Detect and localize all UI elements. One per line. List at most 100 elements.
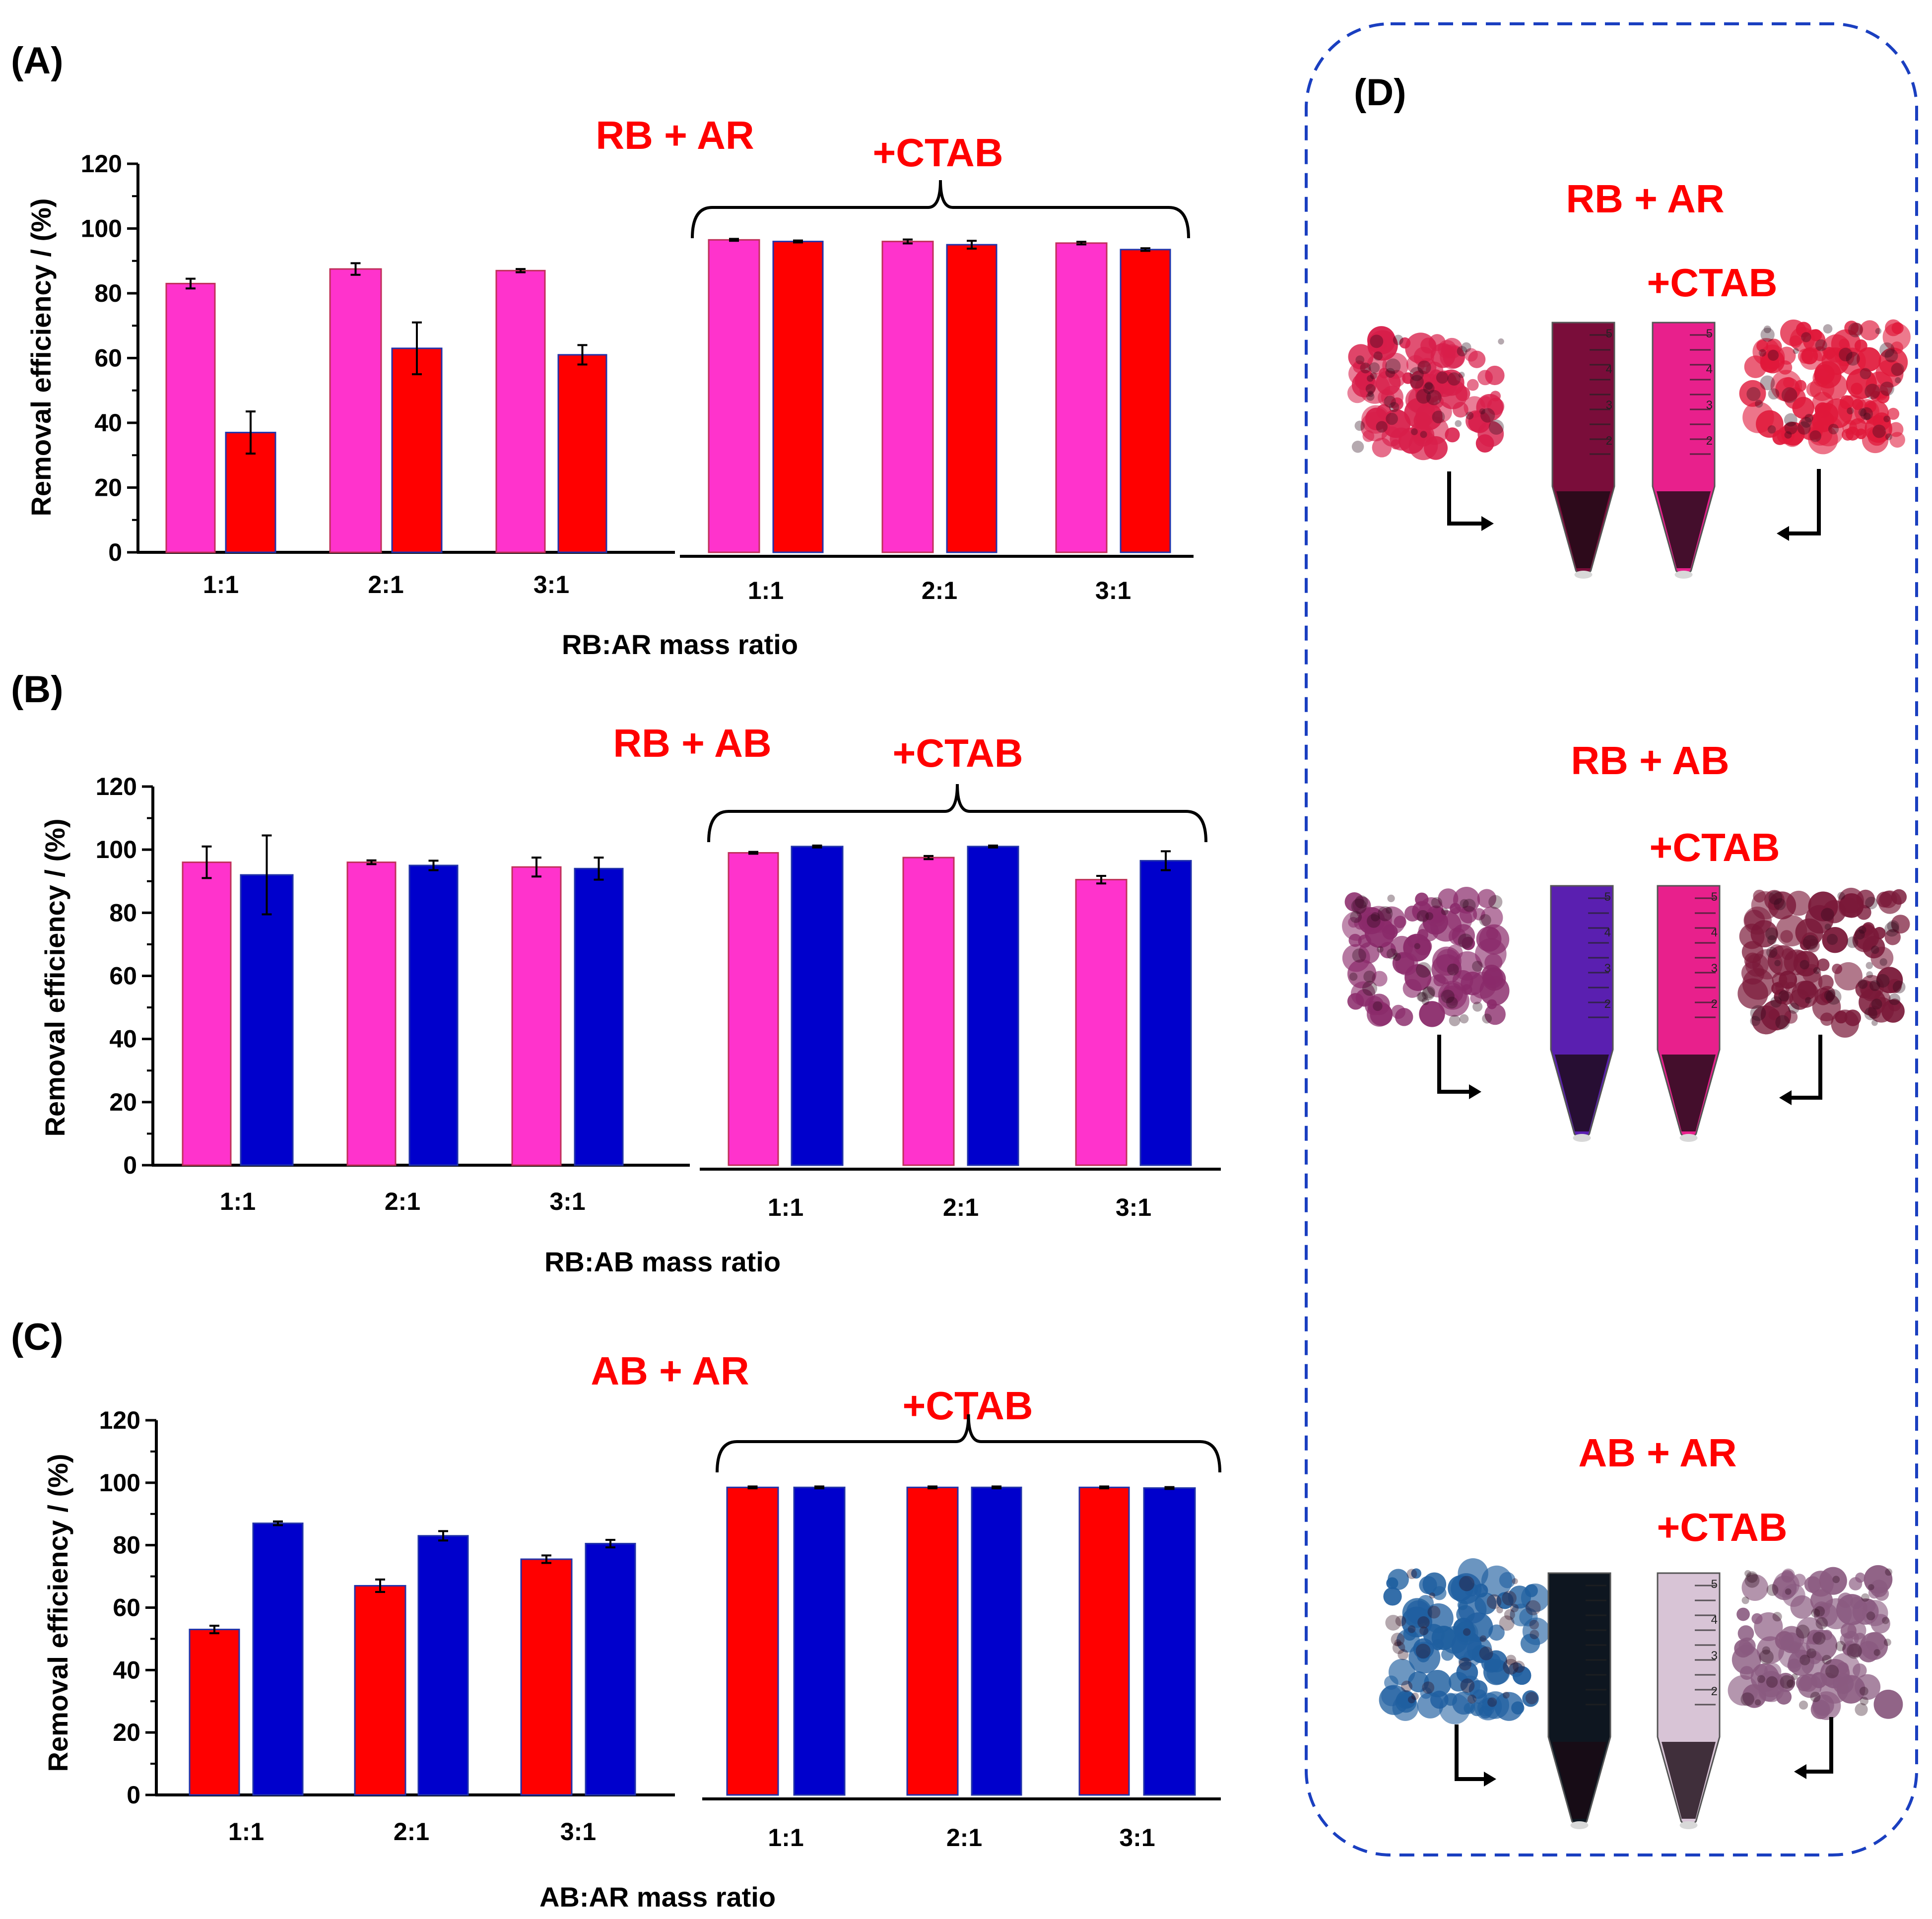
- adsorbent-flake: [1396, 1690, 1415, 1709]
- adsorbent-flake-dark: [1461, 342, 1471, 352]
- adsorbent-flake: [1456, 1661, 1478, 1684]
- y-tick-label: 100: [96, 836, 137, 863]
- bar: [881, 241, 934, 553]
- adsorbent-flake-dark: [1393, 334, 1403, 345]
- y-tick-label: 0: [123, 1151, 137, 1179]
- adsorbent-flake: [1794, 968, 1823, 996]
- adsorbent-flake: [1487, 397, 1505, 415]
- tube-after-ctab: 5 4 3 2: [1657, 885, 1721, 1142]
- adsorbent-flake-dark: [1873, 1649, 1881, 1656]
- photo-ctab-label: +CTAB: [1657, 1505, 1788, 1549]
- adsorbent-flake-dark: [1366, 392, 1375, 401]
- adsorbent-flake-dark: [1387, 894, 1395, 903]
- adsorbent-flake: [1418, 921, 1439, 942]
- adsorbent-flake: [1419, 897, 1444, 922]
- adsorbent-flake: [1741, 1574, 1769, 1601]
- adsorbent-flake: [1381, 386, 1403, 408]
- adsorbent-flake-dark: [1797, 421, 1811, 435]
- adsorbent-flake-dark: [1746, 387, 1761, 401]
- adsorbent-flake-dark: [1415, 1644, 1431, 1659]
- adsorbent-flake-dark: [1864, 1007, 1877, 1020]
- adsorbent-flake: [1772, 430, 1788, 445]
- adsorbent-flake: [1860, 927, 1870, 938]
- tube-scale-label: 4: [1606, 363, 1612, 376]
- adsorbent-flake-dark: [1446, 996, 1458, 1009]
- adsorbent-flake: [1433, 974, 1446, 987]
- adsorbent-flake: [1844, 321, 1859, 335]
- adsorbent-flake-dark: [1417, 992, 1428, 1002]
- tube-scale-label: 2: [1706, 434, 1713, 448]
- adsorbent-flake-dark: [1895, 377, 1901, 384]
- tube-scale-label: 4: [1711, 926, 1718, 939]
- tube-scale-label: 3: [1706, 398, 1713, 412]
- adsorbent-flake: [1470, 1702, 1484, 1717]
- adsorbent-flake-dark: [1386, 412, 1398, 425]
- adsorbent-flake-dark: [1417, 1616, 1430, 1629]
- adsorbent-flake: [1858, 1641, 1879, 1662]
- adsorbent-flake: [1739, 380, 1766, 407]
- adsorbent-flake-dark: [1479, 1635, 1487, 1642]
- adsorbent-flake-dark: [1351, 441, 1364, 453]
- x-tick-label: 2:1: [946, 1824, 982, 1852]
- adsorbent-flake-dark: [1389, 402, 1399, 412]
- arrow-left-head-icon: [1777, 526, 1789, 541]
- adsorbent-flake: [1842, 429, 1854, 441]
- adsorbent-flake: [1857, 347, 1881, 372]
- x-tick-label: 3:1: [549, 1188, 585, 1215]
- adsorbent-flake-dark: [1801, 332, 1811, 342]
- adsorbent-flake-dark: [1865, 897, 1878, 910]
- adsorbent-flake-dark: [1467, 1694, 1477, 1704]
- adsorbent-flake-dark: [1802, 935, 1818, 951]
- adsorbent-flake: [1784, 1010, 1798, 1024]
- adsorbent-flake: [1796, 322, 1812, 337]
- adsorbent-flake-dark: [1812, 1632, 1826, 1645]
- adsorbent-flake: [1854, 1633, 1866, 1645]
- y-tick-label: 60: [94, 344, 122, 372]
- adsorbent-flake-dark: [1480, 408, 1495, 423]
- bar: [346, 861, 397, 1166]
- adsorbent-flake-dark: [1503, 1658, 1519, 1675]
- bar: [971, 1486, 1022, 1796]
- adsorbent-flake-dark: [1876, 974, 1890, 988]
- bar: [408, 864, 459, 1166]
- adsorbent-flake-dark: [1847, 407, 1854, 415]
- adsorbent-flake: [1352, 896, 1371, 915]
- adsorbent-flake: [1395, 1008, 1413, 1026]
- adsorbent-flake: [1737, 1625, 1754, 1642]
- adsorbent-flake: [1806, 938, 1820, 953]
- adsorbent-flake-dark: [1386, 907, 1393, 914]
- y-tick-label: 0: [127, 1781, 140, 1809]
- photo-group-rb-ar: RB + AR +CTAB 5 4 3 2 5 4 3 2: [1347, 177, 1911, 579]
- adsorbent-flake-dark: [1767, 935, 1777, 945]
- adsorbent-flake: [1810, 1589, 1833, 1612]
- adsorbent-flake-dark: [1887, 920, 1899, 932]
- bar: [1120, 249, 1171, 553]
- adsorbent-flake: [1890, 341, 1904, 354]
- bar: [585, 1543, 636, 1796]
- adsorbent-flake-dark: [1512, 1578, 1518, 1585]
- arrow-right-head-icon: [1481, 516, 1494, 531]
- panel-d-frame: [1305, 22, 1918, 1856]
- adsorbent-flake-dark: [1459, 1576, 1475, 1591]
- adsorbent-after-image: [1737, 887, 1910, 1038]
- bar: [495, 269, 546, 553]
- adsorbent-flake-dark: [1395, 1615, 1406, 1627]
- adsorbent-flake-dark: [1784, 431, 1792, 439]
- adsorbent-flake: [1855, 1572, 1865, 1583]
- adsorbent-flake-dark: [1786, 1679, 1796, 1688]
- adsorbent-flake-dark: [1780, 1675, 1794, 1689]
- adsorbent-flake-dark: [1370, 334, 1384, 348]
- adsorbent-flake-dark: [1441, 990, 1455, 1003]
- adsorbent-flake: [1817, 958, 1830, 971]
- adsorbent-flake-dark: [1866, 1611, 1875, 1621]
- tube-cap-tip: [1574, 571, 1593, 579]
- adsorbent-flake: [1511, 1701, 1525, 1715]
- adsorbent-flake-dark: [1826, 933, 1838, 945]
- adsorbent-flake-dark: [1394, 1639, 1401, 1647]
- arrow-right-icon: [1455, 1724, 1484, 1781]
- adsorbent-flake-dark: [1407, 1696, 1415, 1704]
- adsorbent-flake: [1837, 1662, 1849, 1674]
- adsorbent-flake: [1804, 1576, 1821, 1593]
- adsorbent-flake: [1820, 1012, 1834, 1026]
- x-tick-label: 1:1: [748, 577, 784, 604]
